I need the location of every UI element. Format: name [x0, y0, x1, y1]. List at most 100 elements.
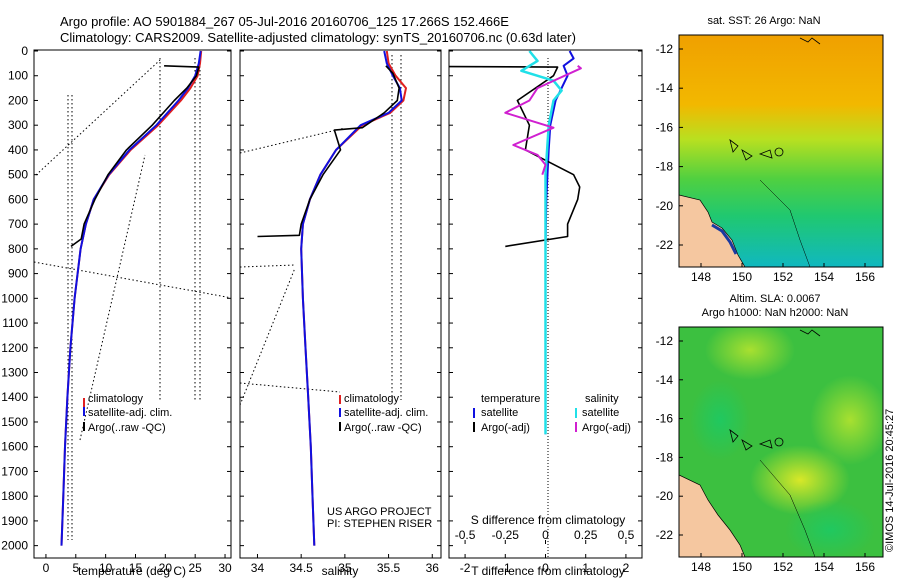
map-x-tick-label: 152	[773, 560, 793, 574]
map-x-tick-label: 156	[855, 270, 875, 284]
reefs	[729, 139, 773, 161]
depth-tick-label: 2000	[1, 539, 28, 553]
map-x-tick-label: 152	[773, 270, 793, 284]
map-y-tick-label: -22	[656, 528, 674, 542]
envelope-line	[35, 59, 161, 176]
map-x-tick-label: 154	[814, 560, 834, 574]
credit-pi: PI: STEPHEN RISER	[327, 518, 432, 530]
figure-title-line2: Climatology: CARS2009. Satellite-adjuste…	[60, 30, 576, 45]
temperature-envelope-lines	[34, 58, 231, 540]
difference-legend: temperature salinity satellite Argo(-adj…	[473, 393, 631, 434]
map-y-tick-label: -18	[656, 450, 674, 464]
legend-label-climatology: climatology	[88, 393, 144, 405]
salinity-x-label: salinity	[322, 564, 359, 578]
salinity-x-axis: 34 34.5 35 35.5 36	[251, 554, 439, 575]
legend-label-sal-argo: Argo(-adj)	[582, 422, 631, 434]
isobath	[759, 459, 816, 557]
series-satellite-adj-clim-	[60, 50, 202, 546]
x-tick-label: 0	[43, 561, 50, 575]
imos-stamp: ©IMOS 14-Jul-2016 20:45:27	[884, 409, 896, 552]
salinity-panel-frame	[239, 49, 442, 559]
map-y-tick-label: -14	[656, 81, 674, 95]
legend-label-temp-satellite: satellite	[481, 407, 518, 419]
series-climatology	[60, 50, 203, 546]
land-mass	[679, 194, 746, 267]
legend-label-temp-argo: Argo(-adj)	[481, 422, 530, 434]
depth-tick-label: 1900	[1, 514, 28, 528]
x-tick-label: 0.5	[618, 528, 635, 542]
island	[799, 37, 821, 45]
sla-map-frame	[678, 326, 884, 558]
legend-label-satellite: satellite-adj. clim.	[344, 407, 428, 419]
depth-tick-label: 1700	[1, 464, 28, 478]
sla-anomaly	[750, 445, 850, 515]
sla-map-title: Altim. SLA: 0.0067	[729, 293, 820, 305]
depth-tick-label: 700	[8, 217, 28, 231]
sst-map-title: sat. SST: 26 Argo: NaN	[707, 15, 820, 27]
map-x-tick-label: 150	[732, 270, 752, 284]
x-tick-label: 35	[338, 561, 352, 575]
x-tick-label: 34	[251, 561, 265, 575]
map-x-tick-label: 154	[814, 270, 834, 284]
series-argo-raw-qc-	[70, 65, 200, 248]
series-temperature-satellite	[544, 50, 575, 435]
land-mass	[679, 474, 746, 557]
series-climatology	[300, 50, 407, 546]
isobath	[759, 179, 811, 267]
difference-top-label: S difference from climatology	[471, 513, 626, 527]
legend-header-salinity: salinity	[585, 393, 619, 405]
reefs	[729, 429, 773, 451]
sst-map-axes: 148 150 152 154 156 -12 -14 -16 -18 -20 -22	[656, 42, 876, 284]
temperature-legend: climatology satellite-adj. clim. Argo(..…	[83, 393, 172, 434]
depth-tick-label: 100	[8, 69, 28, 83]
depth-tick-label: 500	[8, 168, 28, 182]
x-tick-label: 36	[426, 561, 440, 575]
legend-label-argo: Argo(..raw -QC)	[344, 422, 422, 434]
legend-label-climatology: climatology	[344, 393, 400, 405]
sst-map-frame	[678, 34, 884, 268]
series-argo-raw-qc-	[257, 65, 400, 238]
x-tick-label: 15	[129, 561, 143, 575]
x-tick-label: 30	[218, 561, 232, 575]
series-salinity-argo-adj-	[504, 65, 582, 176]
x-tick-label: -2	[460, 561, 471, 575]
map-y-tick-label: -22	[656, 238, 674, 252]
envelope-line	[240, 382, 341, 393]
depth-tick-label: 1100	[2, 316, 28, 330]
x-tick-label: 0	[542, 528, 549, 542]
depth-tick-label: 600	[8, 192, 28, 206]
map-x-tick-label: 148	[691, 270, 711, 284]
salinity-series-group	[257, 50, 407, 546]
envelope-line	[240, 127, 346, 154]
profile-series	[60, 50, 582, 546]
difference-x-label: T difference from climatology	[471, 564, 625, 578]
legend-label-satellite: satellite-adj. clim.	[88, 407, 172, 419]
series-salinity-satellite	[520, 50, 563, 435]
depth-axis: 0 100 200 300 400 500 600 700 800 900 1000 1100 1200…	[1, 44, 642, 553]
x-tick-label: -0.25	[492, 528, 520, 542]
map-y-tick-label: -16	[656, 412, 674, 426]
sla-anomaly	[705, 327, 795, 380]
map-y-tick-label: -16	[656, 120, 674, 134]
map-x-tick-label: 150	[732, 560, 752, 574]
depth-tick-label: 400	[8, 143, 28, 157]
series-satellite-adj-clim-	[300, 50, 403, 546]
coastal-water	[711, 223, 738, 255]
map-x-tick-label: 156	[855, 560, 875, 574]
credit-project: US ARGO PROJECT	[327, 506, 432, 518]
map-y-tick-label: -12	[656, 42, 674, 56]
reef-circle	[774, 437, 784, 447]
depth-tick-label: 300	[8, 118, 28, 132]
map-y-tick-label: -18	[656, 160, 674, 174]
envelope-line	[79, 154, 146, 441]
depth-tick-label: 1200	[1, 341, 28, 355]
x-tick-label: -1	[500, 561, 511, 575]
x-tick-label: 35.5	[377, 561, 401, 575]
map-y-tick-label: -14	[656, 373, 674, 387]
envelope-line	[240, 267, 296, 406]
x-tick-label: -0.5	[455, 528, 476, 542]
depth-tick-label: 1500	[1, 415, 28, 429]
map-y-tick-label: -12	[656, 334, 674, 348]
